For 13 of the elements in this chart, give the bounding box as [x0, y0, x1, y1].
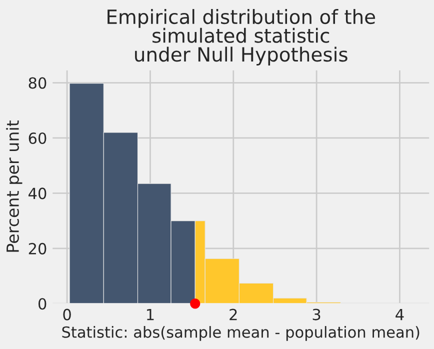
x-axis-title: Statistic: abs(sample mean - population mean)	[62, 326, 420, 341]
x-tick-label: 0	[63, 308, 71, 320]
x-tick-label: 4	[396, 308, 404, 320]
y-tick-label: 80	[28, 77, 46, 89]
x-tick-label: 1	[147, 308, 154, 320]
y-tick-label: 0	[38, 298, 46, 310]
chart-title: Empirical distribution of the simulated statistic under Null Hypothesis	[108, 9, 376, 66]
x-tick-label: 3	[312, 308, 320, 320]
x-tick-label: 2	[230, 308, 237, 320]
y-axis-title: Percent per unit	[6, 120, 22, 252]
y-tick-label: 20	[28, 242, 46, 254]
y-tick-label: 60	[28, 132, 46, 144]
y-tick-label: 40	[28, 188, 46, 200]
